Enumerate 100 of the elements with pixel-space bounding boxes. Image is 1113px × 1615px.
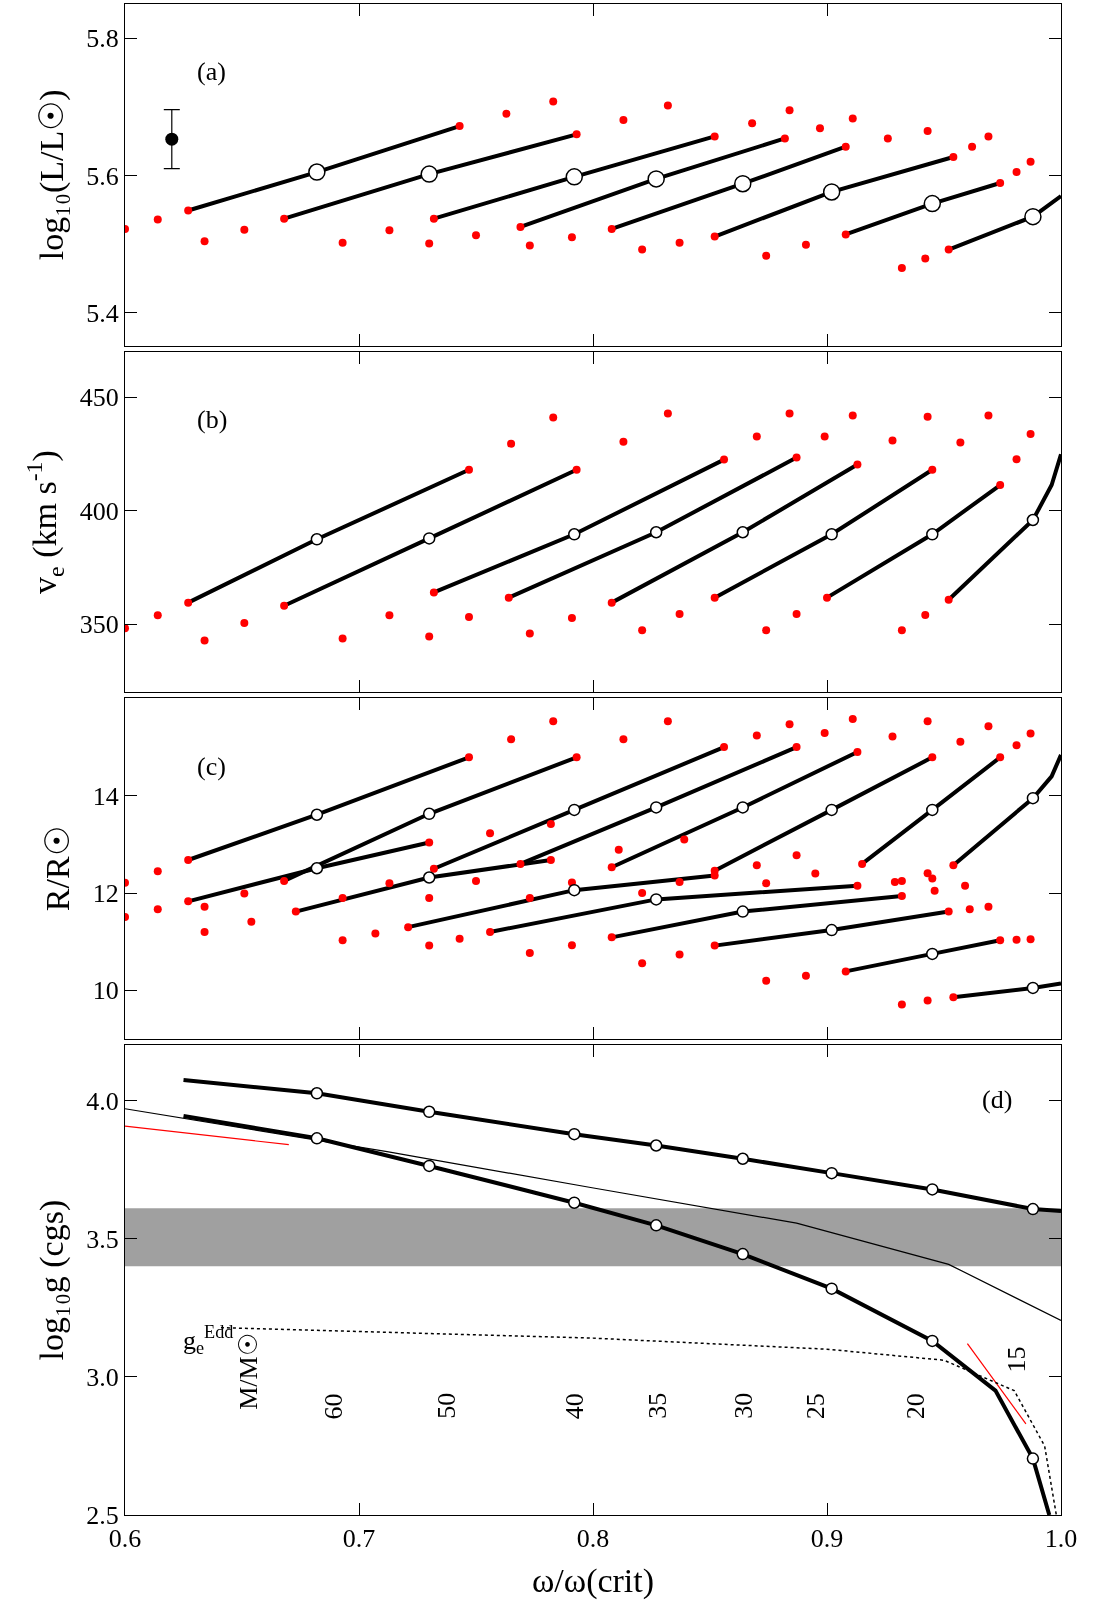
- point: [385, 611, 394, 620]
- point: [1026, 1202, 1040, 1216]
- point: [841, 230, 850, 239]
- point: [734, 174, 752, 193]
- annotation: 50: [431, 1392, 461, 1419]
- point: [385, 226, 394, 235]
- point: [565, 168, 584, 186]
- point: [165, 132, 179, 146]
- point: [549, 97, 558, 106]
- point: [1026, 429, 1035, 438]
- point: [425, 632, 434, 641]
- annotation: 60: [319, 1393, 349, 1420]
- point: [853, 460, 862, 469]
- point: [338, 634, 347, 643]
- point: [926, 947, 939, 961]
- point: [792, 609, 801, 618]
- point: [984, 132, 993, 141]
- point: [785, 106, 794, 115]
- y-tick-label: 5.8: [86, 24, 119, 54]
- point: [792, 453, 801, 462]
- point: [944, 245, 953, 254]
- point: [820, 432, 829, 441]
- point: [649, 1139, 663, 1152]
- point: [710, 593, 719, 602]
- point: [762, 251, 771, 260]
- point: [649, 893, 663, 906]
- point: [926, 1334, 939, 1348]
- point: [663, 409, 672, 418]
- point: [184, 206, 193, 215]
- point: [567, 614, 576, 623]
- point: [240, 619, 249, 628]
- point: [502, 109, 511, 118]
- point: [897, 626, 906, 635]
- point: [921, 610, 930, 619]
- point: [928, 465, 937, 474]
- point: [815, 124, 824, 133]
- point: [572, 465, 581, 474]
- point: [752, 432, 761, 441]
- point: [568, 528, 581, 541]
- point: [200, 237, 209, 246]
- point: [422, 871, 436, 884]
- point: [921, 254, 930, 263]
- point: [649, 1219, 663, 1232]
- y-tick-label: 14: [92, 781, 119, 811]
- point: [883, 134, 892, 143]
- point: [825, 1166, 838, 1180]
- y-axis-title: log₁₀g (cgs): [32, 1199, 71, 1361]
- annotation: (a): [197, 57, 226, 86]
- point: [736, 1247, 750, 1261]
- y-tick-label: 400: [79, 496, 119, 526]
- point: [949, 152, 958, 161]
- point: [736, 1152, 750, 1166]
- point: [720, 455, 729, 464]
- y-tick-label: 3.5: [86, 1224, 119, 1254]
- point: [240, 225, 249, 234]
- point: [422, 532, 436, 545]
- annotation: 20: [901, 1393, 931, 1420]
- point: [280, 214, 289, 223]
- point: [619, 115, 628, 124]
- point: [422, 1159, 436, 1173]
- point: [607, 598, 616, 607]
- point: [968, 142, 977, 151]
- point: [310, 1087, 324, 1100]
- y-axis-title: log₁₀(L/L☉): [32, 89, 71, 261]
- point: [549, 413, 558, 422]
- point: [455, 122, 464, 131]
- point: [825, 803, 838, 817]
- point: [926, 803, 939, 817]
- point: [944, 595, 953, 604]
- point: [1012, 455, 1021, 464]
- y-tick-label: 12: [92, 879, 119, 909]
- point: [638, 626, 647, 635]
- point: [822, 183, 841, 201]
- point: [425, 239, 434, 248]
- x-tick-label: 0.7: [342, 1524, 376, 1554]
- annotation: 40: [560, 1393, 590, 1420]
- point: [567, 233, 576, 242]
- point: [736, 526, 750, 539]
- point: [153, 611, 162, 620]
- point: [923, 126, 932, 135]
- point: [310, 1132, 324, 1145]
- point: [647, 170, 665, 188]
- point: [1026, 981, 1040, 995]
- point: [710, 132, 719, 141]
- point: [525, 241, 534, 250]
- point: [429, 588, 438, 597]
- point: [1026, 157, 1035, 166]
- point: [825, 528, 838, 541]
- annotation: (d): [982, 1085, 1013, 1114]
- point: [638, 245, 647, 254]
- point: [200, 636, 209, 645]
- point: [897, 264, 906, 273]
- y-tick-label: 3.0: [86, 1362, 119, 1392]
- annotation: 35: [642, 1392, 672, 1419]
- point: [420, 165, 438, 183]
- point: [926, 1183, 939, 1196]
- point: [923, 194, 942, 213]
- point: [619, 437, 628, 446]
- point: [607, 224, 616, 233]
- point: [710, 232, 719, 241]
